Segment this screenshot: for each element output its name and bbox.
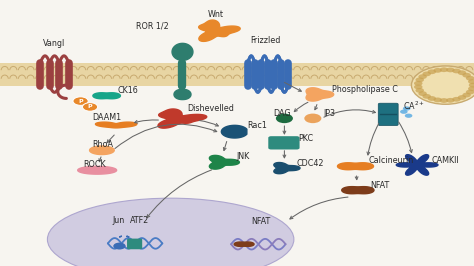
Circle shape (405, 114, 412, 118)
Polygon shape (93, 93, 120, 99)
Text: NFAT: NFAT (371, 181, 390, 190)
Polygon shape (172, 43, 193, 60)
Text: P: P (78, 99, 83, 103)
Circle shape (422, 94, 431, 99)
Text: CAMKII: CAMKII (431, 156, 459, 165)
Circle shape (452, 69, 461, 73)
Circle shape (433, 98, 442, 102)
Text: Dishevelled: Dishevelled (187, 104, 234, 113)
Circle shape (469, 83, 474, 88)
Circle shape (462, 73, 471, 78)
Circle shape (403, 106, 410, 111)
Text: DAG: DAG (273, 109, 291, 118)
Text: Calcineurin: Calcineurin (369, 156, 414, 165)
Text: P: P (88, 105, 92, 109)
Circle shape (452, 97, 461, 102)
Text: ROR 1/2: ROR 1/2 (136, 22, 168, 31)
Circle shape (468, 86, 474, 91)
Text: ROCK: ROCK (83, 160, 106, 169)
FancyBboxPatch shape (268, 136, 300, 149)
Polygon shape (158, 109, 207, 128)
Circle shape (304, 114, 321, 123)
Circle shape (415, 77, 424, 82)
Polygon shape (174, 89, 191, 99)
FancyBboxPatch shape (378, 103, 398, 126)
Polygon shape (127, 236, 129, 237)
Text: IP3: IP3 (323, 109, 335, 118)
Text: Phospholipase C: Phospholipase C (332, 85, 398, 94)
Text: JNK: JNK (236, 152, 249, 161)
Circle shape (414, 81, 422, 86)
Polygon shape (95, 122, 137, 128)
Text: CDC42: CDC42 (296, 159, 324, 168)
Circle shape (440, 67, 448, 72)
Circle shape (428, 69, 436, 74)
Text: CK16: CK16 (118, 86, 138, 95)
Polygon shape (337, 163, 374, 170)
Polygon shape (210, 155, 239, 169)
Circle shape (411, 66, 474, 104)
Circle shape (468, 79, 474, 84)
Circle shape (276, 114, 293, 123)
Circle shape (415, 88, 424, 93)
Polygon shape (396, 155, 438, 175)
Circle shape (400, 110, 408, 114)
Ellipse shape (47, 198, 294, 266)
Text: Rac1: Rac1 (247, 121, 267, 130)
Bar (0, 63, 474, 86)
Text: PKC: PKC (299, 134, 314, 143)
Circle shape (414, 85, 422, 89)
Text: NFAT: NFAT (251, 217, 271, 226)
Text: Frizzled: Frizzled (250, 36, 281, 45)
Polygon shape (234, 242, 254, 246)
Circle shape (462, 93, 471, 97)
Circle shape (440, 98, 448, 103)
FancyBboxPatch shape (127, 239, 142, 249)
Circle shape (433, 68, 442, 73)
Text: RhoA: RhoA (92, 140, 113, 149)
Polygon shape (306, 88, 334, 101)
Text: ATF2: ATF2 (130, 216, 149, 225)
Polygon shape (342, 187, 374, 194)
Circle shape (466, 76, 474, 81)
Polygon shape (221, 125, 247, 138)
Polygon shape (274, 163, 300, 174)
Text: Jun: Jun (113, 216, 125, 225)
Circle shape (422, 72, 431, 76)
Circle shape (458, 95, 466, 100)
Text: Vangl: Vangl (44, 39, 65, 48)
Polygon shape (119, 236, 122, 237)
Polygon shape (78, 166, 117, 174)
Circle shape (73, 97, 88, 105)
Circle shape (466, 90, 474, 94)
Circle shape (446, 98, 455, 103)
Circle shape (419, 74, 427, 79)
Polygon shape (90, 146, 114, 155)
Text: DAAM1: DAAM1 (92, 113, 121, 122)
Polygon shape (199, 20, 240, 41)
Circle shape (458, 70, 466, 75)
Circle shape (428, 96, 436, 101)
Circle shape (446, 68, 455, 72)
Text: Wnt: Wnt (208, 10, 224, 19)
Circle shape (82, 103, 98, 111)
Circle shape (113, 243, 126, 250)
Text: CA$^{2+}$: CA$^{2+}$ (403, 100, 425, 112)
Circle shape (419, 91, 427, 96)
